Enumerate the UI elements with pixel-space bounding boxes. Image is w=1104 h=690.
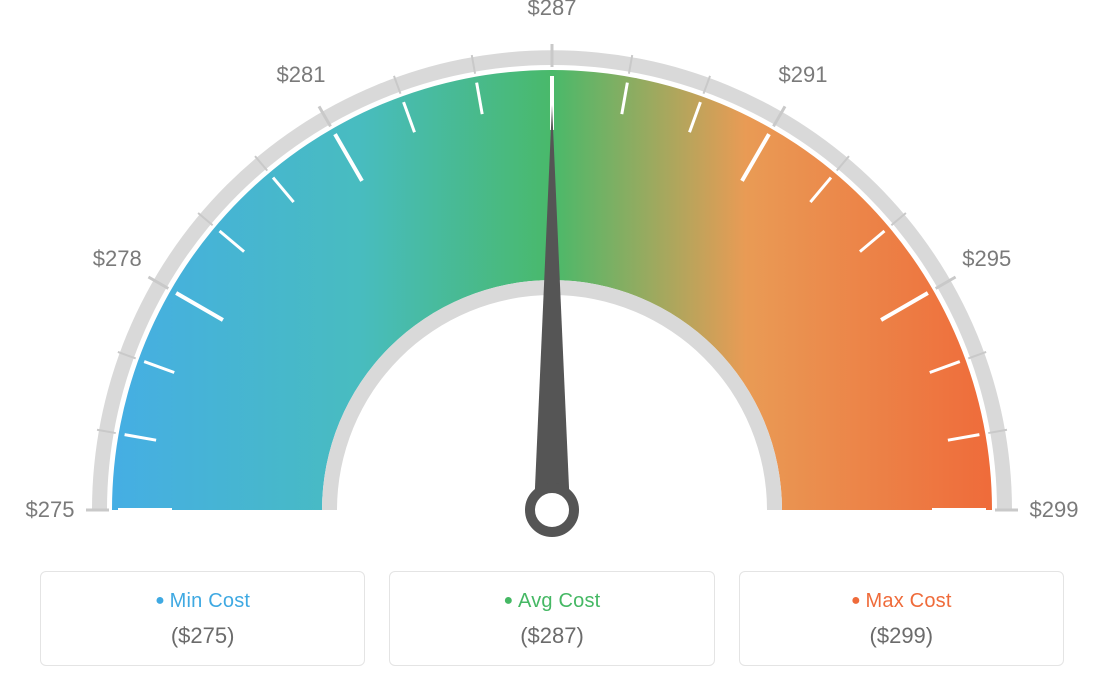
gauge-chart: $275 $278 $281 $287 $291 $295 $299 bbox=[0, 0, 1104, 560]
legend-max-label: Max Cost bbox=[750, 590, 1053, 613]
legend-avg-card: Avg Cost ($287) bbox=[389, 571, 714, 666]
gauge-tick-label: $275 bbox=[26, 497, 75, 523]
gauge-tick-label: $299 bbox=[1030, 497, 1079, 523]
gauge-tick-label: $287 bbox=[528, 0, 577, 21]
gauge-tick-label: $295 bbox=[962, 246, 1011, 272]
legend-min-value: ($275) bbox=[51, 623, 354, 649]
legend-min-label: Min Cost bbox=[51, 590, 354, 613]
legend-avg-label: Avg Cost bbox=[400, 590, 703, 613]
legend-max-value: ($299) bbox=[750, 623, 1053, 649]
legend-row: Min Cost ($275) Avg Cost ($287) Max Cost… bbox=[40, 571, 1064, 666]
gauge-tick-label: $291 bbox=[779, 62, 828, 88]
legend-min-card: Min Cost ($275) bbox=[40, 571, 365, 666]
gauge-svg bbox=[0, 0, 1104, 560]
gauge-tick-label: $278 bbox=[93, 246, 142, 272]
legend-avg-value: ($287) bbox=[400, 623, 703, 649]
legend-max-card: Max Cost ($299) bbox=[739, 571, 1064, 666]
gauge-tick-label: $281 bbox=[277, 62, 326, 88]
